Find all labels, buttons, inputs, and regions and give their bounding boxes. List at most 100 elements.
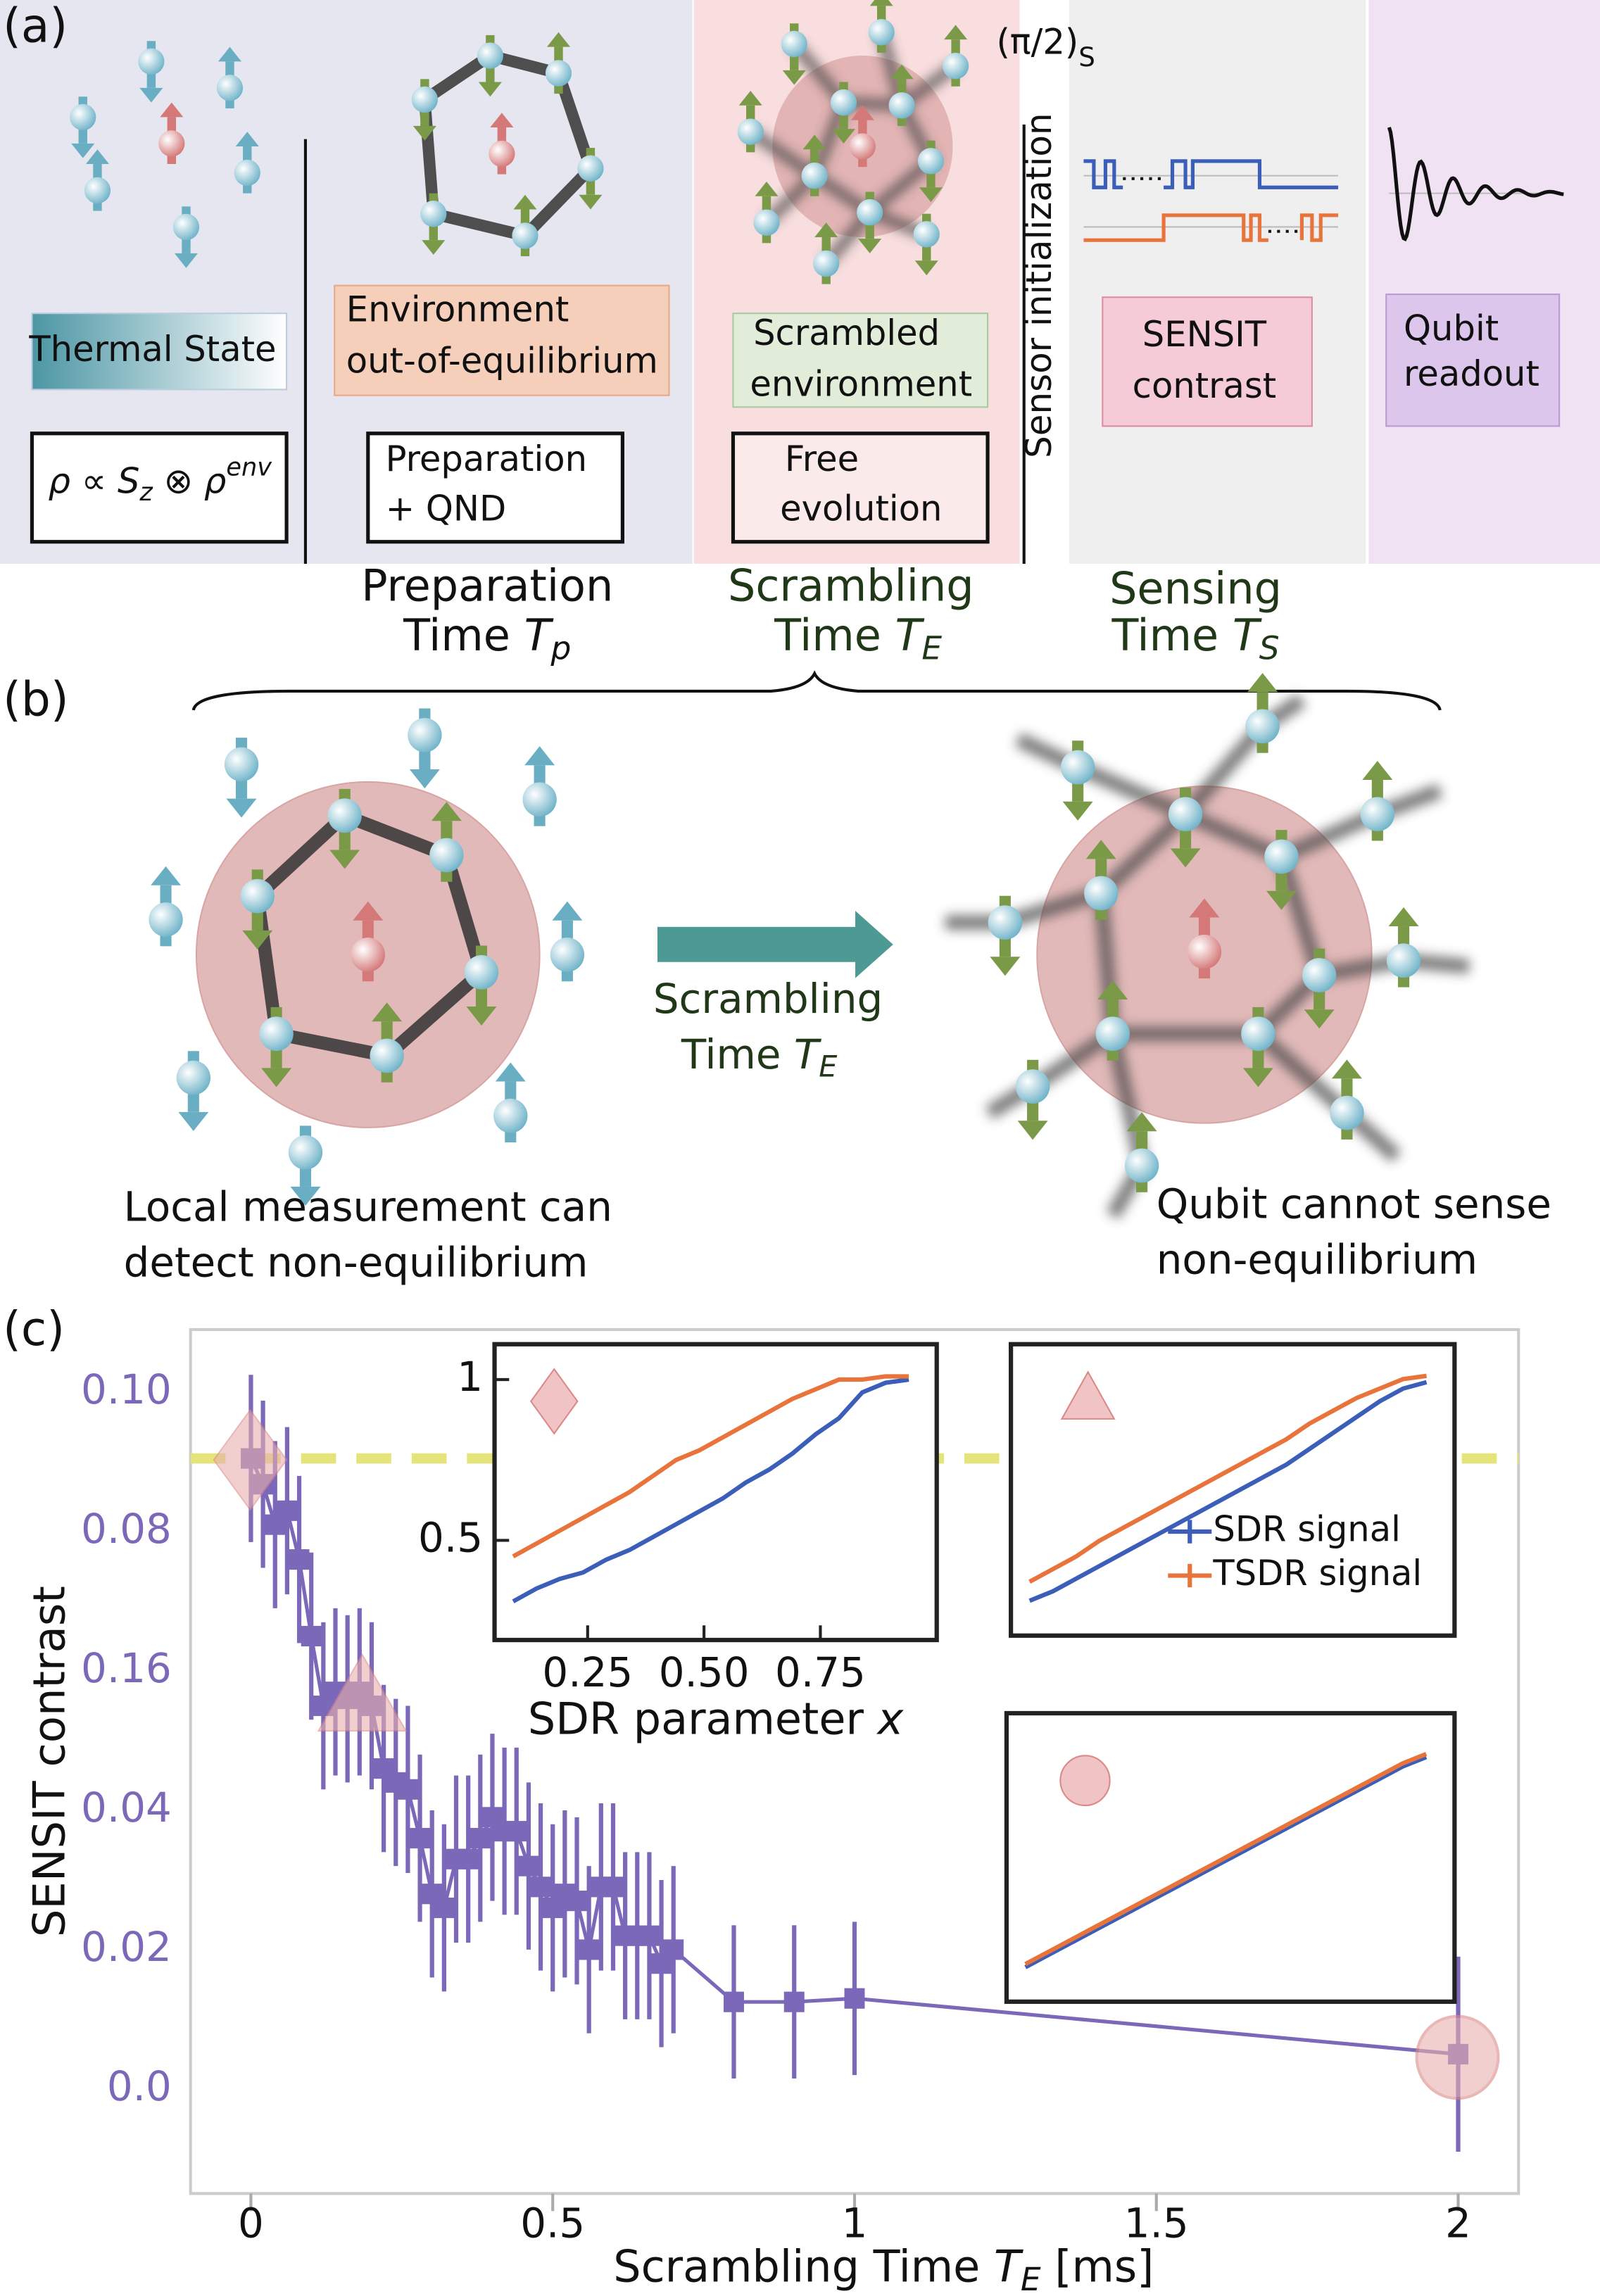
- spin-arrow: [1362, 760, 1393, 780]
- spin: [917, 148, 945, 175]
- data-point: [410, 1827, 431, 1849]
- box-text: Thermal State: [28, 329, 276, 370]
- glyph: [213, 1408, 288, 1511]
- spin: [943, 52, 969, 80]
- box-text: SENSIT: [1142, 314, 1267, 355]
- spin-arrow: [850, 105, 874, 120]
- y-tick-label: 0.04: [81, 1784, 172, 1831]
- data-point: [603, 1876, 624, 1898]
- series-line: [512, 1374, 909, 1558]
- spin: [1302, 958, 1337, 992]
- glyph: [1415, 2014, 1500, 2100]
- label-box: [731, 431, 990, 544]
- y-tick-label: 0.02: [81, 1923, 172, 1971]
- caption: detect non-equilibrium: [124, 1238, 588, 1286]
- spin: [149, 902, 183, 937]
- spin-arrow: [1388, 907, 1419, 927]
- series-line: [1028, 1380, 1428, 1603]
- data-point: [434, 1897, 455, 1919]
- box-text: Environment: [346, 289, 569, 330]
- data-point: [277, 1500, 298, 1521]
- spin-arrow: [831, 129, 856, 144]
- glyph: [1060, 1370, 1116, 1420]
- label-part: [ms]: [1054, 2240, 1154, 2292]
- x-tick-label: 2: [1445, 2199, 1471, 2247]
- spin: [1360, 797, 1395, 832]
- spins: [70, 0, 1421, 1206]
- spin-arrow: [944, 25, 968, 40]
- spin-arrow: [409, 769, 440, 789]
- stage-bg: [1069, 0, 1366, 564]
- label-part: E: [1021, 2261, 1041, 2296]
- spin: [493, 1098, 528, 1133]
- spin: [234, 159, 260, 187]
- spin: [240, 878, 275, 914]
- spin: [1124, 1148, 1159, 1183]
- spin-arrow: [869, 0, 893, 6]
- spin-arrow: [478, 82, 502, 97]
- spin: [489, 140, 515, 168]
- box-text: + QND: [386, 488, 507, 529]
- box-text: Qubit: [1404, 308, 1499, 349]
- spin-arrow: [513, 194, 537, 210]
- spin: [351, 938, 385, 972]
- legend-label: TSDR signal: [1212, 1553, 1422, 1594]
- spin-arrow: [1331, 1059, 1362, 1079]
- spin: [176, 1060, 211, 1095]
- spin-arrow: [755, 181, 779, 196]
- data-point: [506, 1821, 527, 1842]
- spin-arrow: [178, 1111, 209, 1131]
- pulse-seq: [1083, 213, 1268, 242]
- spin-arrow: [372, 1002, 403, 1022]
- series-line: [1028, 1373, 1427, 1584]
- pulse-seq: [1083, 159, 1123, 189]
- data-point: [397, 1779, 418, 1800]
- data-point: [663, 1939, 684, 1960]
- time-label: Time Tp: [403, 610, 571, 667]
- spin-arrow: [422, 240, 446, 255]
- spin: [408, 717, 442, 752]
- spin-arrow: [226, 798, 257, 818]
- spin: [158, 130, 185, 157]
- spin-arrow: [261, 1068, 292, 1087]
- arrow: [657, 910, 893, 978]
- spin: [545, 60, 572, 87]
- spin: [172, 213, 200, 241]
- spin-arrow: [858, 239, 882, 253]
- spin: [1241, 1016, 1275, 1052]
- series-line: [1024, 1755, 1428, 1969]
- spin: [420, 201, 447, 227]
- spin-arrow: [524, 746, 555, 766]
- brace: [191, 670, 1442, 711]
- spin: [70, 103, 96, 131]
- spin: [550, 938, 585, 972]
- label-box: [1102, 296, 1313, 427]
- y-tick-label: 0.08: [81, 1505, 172, 1553]
- label-box: [366, 431, 624, 544]
- spin: [84, 177, 111, 204]
- spin: [1015, 1069, 1050, 1104]
- x-tick-label: 0.50: [659, 1648, 750, 1696]
- time-label: Time TE: [774, 610, 942, 667]
- spin: [224, 747, 259, 782]
- time-label: Time TS: [1111, 610, 1279, 667]
- box-text: environment: [750, 364, 972, 405]
- spin: [868, 19, 895, 46]
- data-point: [579, 1939, 600, 1960]
- spin: [830, 89, 857, 116]
- spin-arrow: [1247, 673, 1278, 693]
- spin-arrow: [552, 901, 583, 921]
- panel-label: (c): [3, 1301, 65, 1356]
- spin: [216, 75, 244, 101]
- x-axis-label: SDR parameter x: [528, 1693, 905, 1744]
- box-text: contrast: [1133, 365, 1277, 406]
- spin-arrow: [412, 125, 436, 141]
- spin: [1060, 750, 1095, 785]
- spin: [259, 1016, 294, 1052]
- label-part: T: [994, 2240, 1024, 2292]
- box-text: evolution: [780, 488, 942, 529]
- spin: [1245, 709, 1280, 744]
- stage-bg: [1368, 0, 1600, 564]
- spin-arrow: [353, 901, 384, 921]
